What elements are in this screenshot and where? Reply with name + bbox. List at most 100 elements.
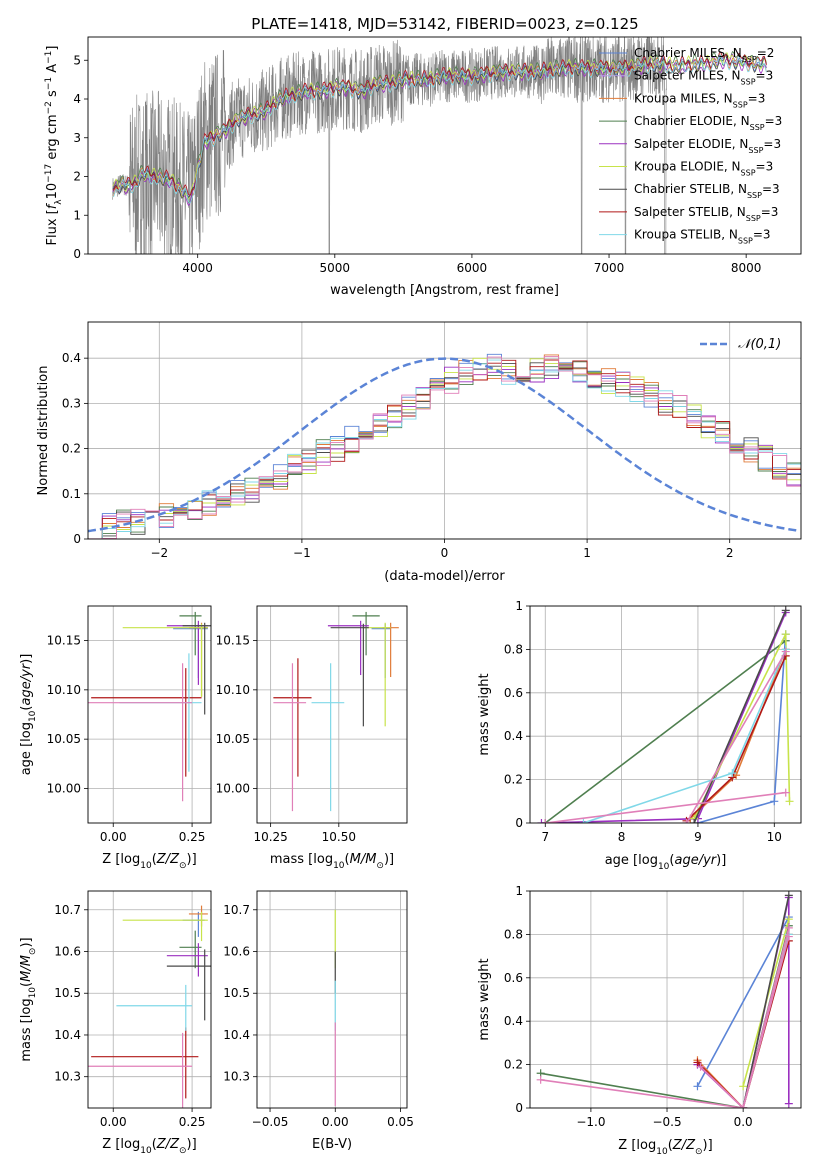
- residuals-plot-area: [88, 322, 801, 539]
- weight-point-marker: [690, 819, 699, 823]
- y-tick-label: 10.3: [54, 1070, 81, 1084]
- axes-frame: [87, 890, 212, 1109]
- x-tick-label: 0.00: [322, 1115, 349, 1129]
- x-tick-label: 2: [726, 546, 734, 560]
- x-axis-label: wavelength [Angstrom, rest frame]: [330, 283, 559, 298]
- weight_vs_age-plot-area: [530, 606, 801, 823]
- y-tick-label: 4: [73, 92, 81, 106]
- y-tick-label: 0.2: [504, 773, 523, 787]
- age-vs-Z-chart: 0.00 0.25 10.00 10.05 10.10 10.15 Z [log10(Z/Z…: [19, 605, 212, 871]
- age-vs-mass-chart: 10.25 10.50 10.00 10.05 10.10 10.15 mass [log1…: [216, 605, 408, 871]
- x-axis-label: age [log10(age/yr)]: [605, 853, 727, 872]
- weight-vs-Z-chart: −1.0 −0.5 0.0 0 0.2 0.4 0.6 0.8 1 Z [log10(Z/Z⊙)]…: [477, 884, 802, 1157]
- axes-frame: [256, 605, 408, 824]
- x-tick-label: −1.0: [576, 1115, 605, 1129]
- model-spectrum-line: [112, 53, 767, 199]
- legend-label: Kroupa ELODIE, NSSP=3: [634, 160, 773, 178]
- weight_vs_Z-plot-area: [530, 891, 801, 1108]
- y-tick-label: 0: [515, 1101, 523, 1115]
- legend-label: Salpeter ELODIE, NSSP=3: [634, 137, 781, 155]
- x-tick-label: −0.5: [652, 1115, 681, 1129]
- x-tick-label: 10.25: [253, 830, 287, 844]
- y-tick-label: 10.3: [223, 1070, 250, 1084]
- x-tick-label: 4000: [182, 261, 213, 275]
- weight-vs-age-chart: 7 8 9 10 0 0.2 0.4 0.6 0.8 1 age [log10(age/yr)] ma…: [477, 599, 802, 872]
- histogram-step-line: [88, 359, 801, 539]
- y-tick-label: 0.2: [504, 1058, 523, 1072]
- x-tick-label: 0.0: [734, 1115, 753, 1129]
- legend-label: Kroupa MILES, NSSP=3: [634, 91, 765, 109]
- y-tick-label: 0.4: [504, 1014, 523, 1028]
- mass-vs-ebv-chart: −0.05 0.00 0.05 10.3 10.4 10.5 10.6 10.7: [223, 890, 414, 1129]
- mass-vs-Z-chart: 0.00 0.25 10.3 10.4 10.5 10.6 10.7 Z [log10(Z/Z…: [19, 890, 212, 1156]
- legend-label: Chabrier STELIB, NSSP=3: [634, 182, 780, 200]
- y-tick-label: 10.5: [54, 986, 81, 1000]
- axes-frame: [529, 890, 802, 1109]
- legend-label: Salpeter STELIB, NSSP=3: [634, 205, 778, 223]
- weight-point-marker: [693, 1082, 702, 1091]
- x-tick-label: −1: [293, 546, 311, 560]
- x-axis-label: Z [log10(Z/Z⊙)]: [102, 1137, 196, 1156]
- histogram-step-line: [88, 356, 801, 539]
- histogram-step-line: [88, 359, 801, 539]
- x-tick-label: 7000: [594, 261, 625, 275]
- y-tick-label: 0.4: [504, 729, 523, 743]
- weight-point-marker: [537, 819, 546, 823]
- weight-series-line: [685, 651, 787, 823]
- y-tick-label: 0: [73, 532, 81, 546]
- y-tick-label: 10.15: [47, 634, 81, 648]
- x-tick-label: 9: [694, 830, 702, 844]
- weight-series-line: [540, 927, 790, 1108]
- normal-curve: [88, 357, 799, 533]
- weight-point-marker: [536, 1075, 545, 1084]
- x-tick-label: −0.05: [252, 1115, 289, 1129]
- y-axis-label: age [log10(age/yr)]: [19, 654, 38, 776]
- y-tick-label: 10.15: [216, 634, 250, 648]
- y-axis-label: mass [log10(M/M⊙)]: [19, 937, 38, 1061]
- weight-series-line: [545, 791, 786, 823]
- weight-point-marker: [682, 819, 691, 823]
- y-tick-label: 2: [73, 170, 81, 184]
- y-tick-label: 0.3: [62, 396, 81, 410]
- x-tick-label: −2: [150, 546, 168, 560]
- mass_vs_ebv-plot-area: [257, 891, 407, 1108]
- weight-point-marker: [770, 797, 779, 806]
- weight-point-marker: [579, 819, 588, 823]
- y-tick-label: 0.6: [504, 686, 523, 700]
- y-tick-label: 10.5: [223, 986, 250, 1000]
- weight-series-line: [540, 925, 790, 1108]
- y-tick-label: 10.7: [54, 903, 81, 917]
- histogram-step-line: [88, 362, 801, 539]
- weight-point-marker: [784, 915, 793, 924]
- weight-point-marker: [781, 647, 790, 656]
- weight-point-marker: [728, 769, 737, 778]
- weight-point-marker: [784, 923, 793, 932]
- age_vs_Z-plot-area: [88, 606, 211, 823]
- age_vs_mass-plot-area: [257, 606, 407, 823]
- model-spectrum-line: [112, 50, 767, 204]
- residuals-chart: −2 −1 0 1 2 0 0.1 0.2 0.3 0.4 (data-model)/error No…: [36, 321, 802, 584]
- x-tick-label: 0.00: [100, 830, 127, 844]
- y-axis-label: Flux [fλ10−17 erg cm−2 s−1 A−1]: [44, 46, 64, 246]
- y-tick-label: 5: [73, 53, 81, 67]
- x-tick-label: 0.00: [100, 1115, 127, 1129]
- x-tick-label: 8000: [731, 261, 762, 275]
- x-tick-label: 8: [618, 830, 626, 844]
- y-tick-label: 0.8: [504, 927, 523, 941]
- figure-title: PLATE=1418, MJD=53142, FIBERID=0023, z=0…: [251, 15, 638, 33]
- y-tick-label: 1: [515, 884, 523, 898]
- weight-point-marker: [781, 630, 790, 639]
- y-tick-label: 10.7: [223, 903, 250, 917]
- axes-frame: [529, 605, 802, 824]
- weight-point-marker: [784, 891, 793, 900]
- axes-frame: [87, 605, 212, 824]
- y-tick-label: 0.8: [504, 642, 523, 656]
- y-tick-label: 10.05: [216, 732, 250, 746]
- weight-series-line: [699, 936, 790, 1108]
- y-tick-label: 10.10: [47, 683, 81, 697]
- spectrum-plot-area: [112, 37, 767, 254]
- legend-label: Salpeter MILES, NSSP=3: [634, 69, 773, 87]
- y-tick-label: 10.6: [54, 945, 81, 959]
- weight-series-line: [696, 916, 790, 1087]
- weight-point-marker: [739, 1082, 748, 1091]
